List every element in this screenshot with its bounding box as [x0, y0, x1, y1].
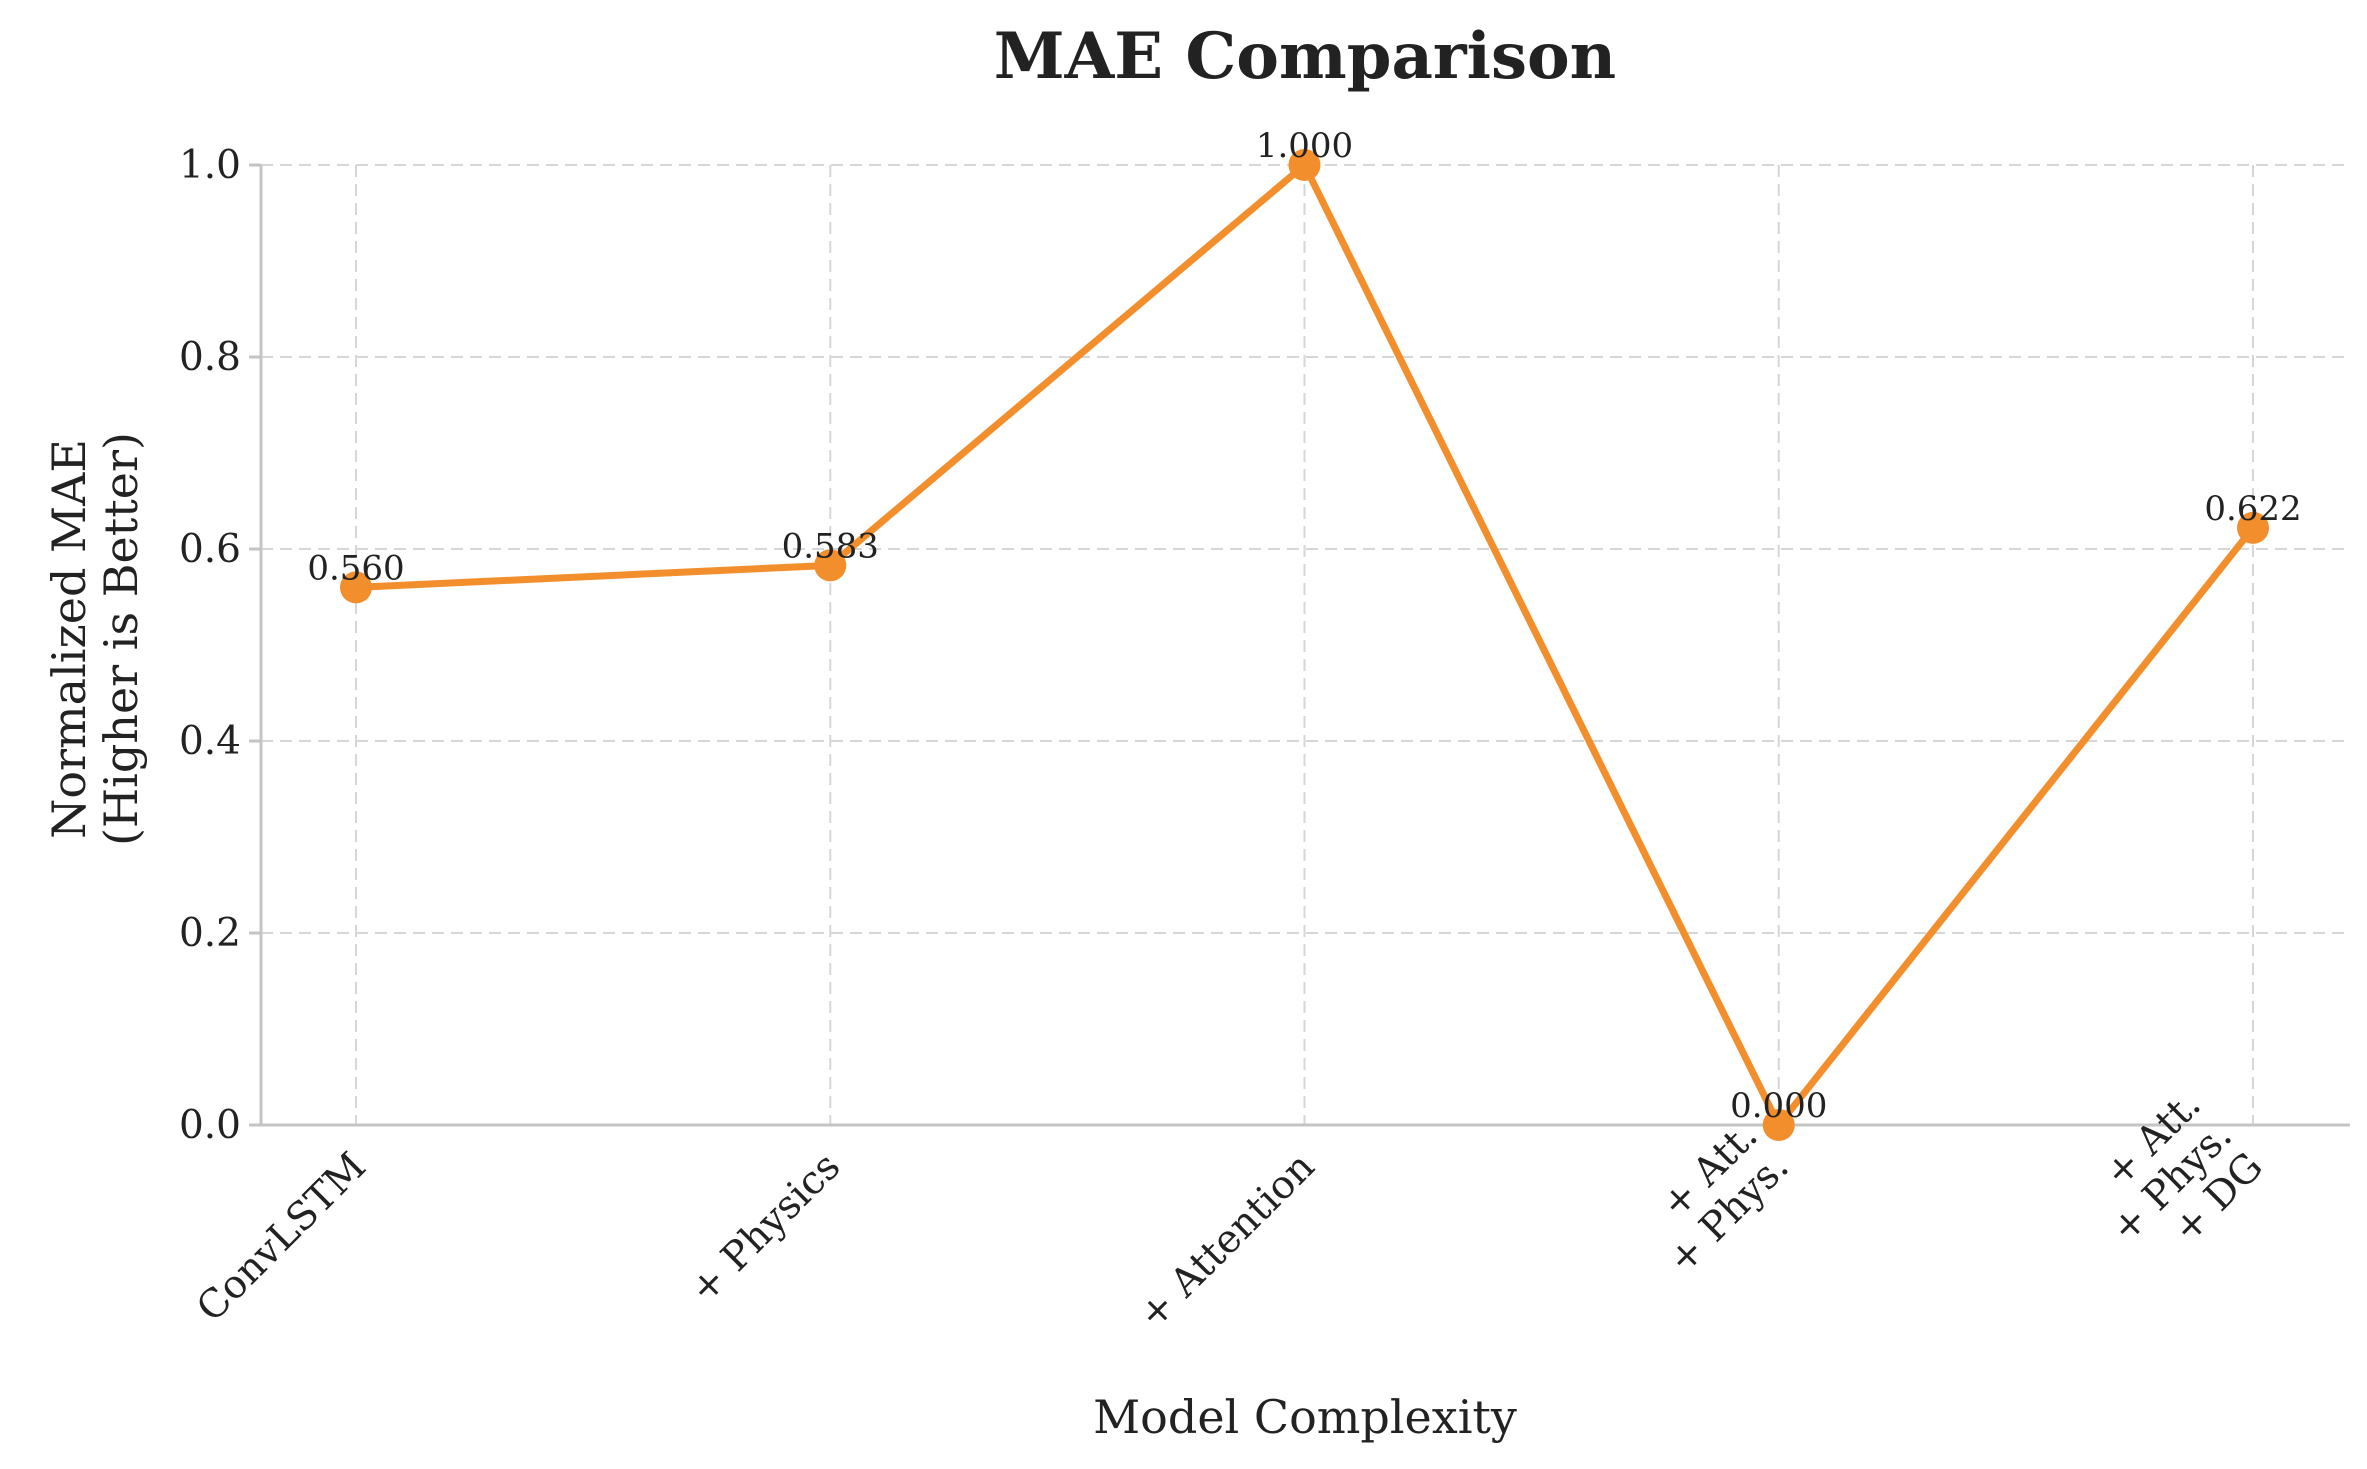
- data-point: [340, 571, 372, 604]
- x-tick-label: + Physics: [681, 1144, 849, 1312]
- y-tick-label: 0.8: [179, 335, 241, 380]
- grid-lines: [261, 164, 2350, 1125]
- data-label: 0.000: [1730, 1086, 1827, 1126]
- y-axis-label: Normalized MAE(Higher is Better): [42, 432, 148, 846]
- y-tick-label: 0.2: [179, 911, 241, 956]
- data-point: [1288, 149, 1321, 181]
- data-label: 0.583: [782, 526, 879, 566]
- data-label: 0.560: [307, 548, 404, 588]
- x-tick-label: + Attention: [1130, 1144, 1324, 1338]
- data-point: [814, 549, 847, 582]
- mae-series: 0.560 0.583 1.000 0.000 0.622: [307, 126, 2302, 1141]
- y-tick-label: 0.0: [179, 1103, 241, 1148]
- x-tick-label: ConvLSTM: [188, 1144, 375, 1331]
- y-tick-label: 0.6: [179, 527, 241, 572]
- data-point: [1762, 1109, 1795, 1141]
- x-axis-label: Model Complexity: [1093, 1390, 1517, 1444]
- chart-title: MAE Comparison: [994, 19, 1616, 94]
- x-axis-ticks: ConvLSTM + Physics + Attention + Att.+ Phys…: [188, 1082, 2272, 1338]
- y-tick-label: 1.0: [179, 143, 241, 188]
- data-label: 0.622: [2204, 489, 2301, 529]
- data-point: [2237, 511, 2269, 544]
- data-label: 1.000: [1256, 126, 1353, 166]
- y-axis-ticks: 0.0 0.2 0.4 0.6 0.8 1.0: [179, 143, 261, 1148]
- y-tick-label: 0.4: [179, 719, 241, 764]
- x-tick-label: + Att.+ Phys.+ DG: [2071, 1082, 2272, 1283]
